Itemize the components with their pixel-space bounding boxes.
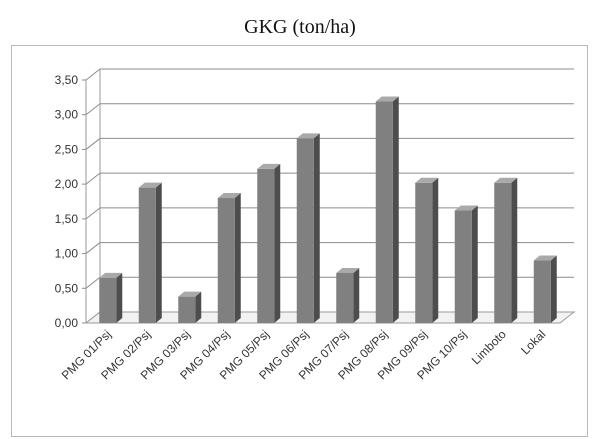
bar-top bbox=[217, 193, 241, 199]
bar bbox=[99, 272, 123, 323]
bar bbox=[454, 205, 478, 323]
bar bbox=[217, 193, 241, 323]
bar-side bbox=[195, 291, 202, 323]
bar-front bbox=[138, 187, 156, 323]
bar-top bbox=[99, 272, 123, 278]
chart-title: GKG (ton/ha) bbox=[244, 16, 356, 38]
bar-top bbox=[454, 205, 478, 211]
gridline-side bbox=[85, 103, 101, 116]
bar-front bbox=[217, 198, 235, 323]
y-tick-label: 2,50 bbox=[55, 142, 79, 156]
bar-front bbox=[99, 277, 117, 323]
bar-side bbox=[313, 133, 320, 323]
gridline-side bbox=[85, 276, 101, 289]
bar-top bbox=[375, 96, 399, 102]
bar bbox=[336, 268, 360, 323]
bar-side bbox=[432, 177, 439, 323]
y-tick-label: 3,50 bbox=[55, 73, 79, 87]
gridline-side bbox=[85, 242, 101, 254]
bar-side bbox=[116, 272, 123, 323]
bar-side bbox=[274, 163, 281, 323]
x-tick-label: Limboto bbox=[469, 327, 509, 367]
bar-top bbox=[178, 291, 202, 297]
bar-side bbox=[392, 96, 399, 323]
bar-top bbox=[336, 268, 360, 274]
bar-top bbox=[138, 182, 162, 188]
bar-front bbox=[178, 296, 196, 323]
bar-side bbox=[550, 255, 557, 323]
bar-top bbox=[257, 163, 281, 169]
bar-front bbox=[257, 168, 275, 323]
bars bbox=[99, 96, 557, 323]
bar bbox=[375, 96, 399, 323]
bar-top bbox=[296, 133, 320, 139]
bar-front bbox=[296, 138, 314, 323]
bar-top bbox=[533, 255, 557, 261]
y-tick-label: 0,00 bbox=[55, 316, 79, 330]
bar-side bbox=[234, 193, 241, 323]
y-tick-label: 1,50 bbox=[55, 212, 79, 226]
bar bbox=[178, 291, 202, 323]
bar-front bbox=[454, 210, 472, 323]
gridline-side bbox=[85, 207, 101, 220]
bar bbox=[296, 133, 320, 323]
x-tick-label: Lokal bbox=[518, 327, 548, 357]
bar-top bbox=[494, 177, 518, 183]
bar bbox=[415, 177, 439, 323]
y-tick-label: 1,00 bbox=[55, 247, 79, 261]
bar bbox=[533, 255, 557, 323]
y-tick-label: 3,00 bbox=[55, 108, 79, 122]
bar-side bbox=[353, 268, 360, 323]
bar bbox=[257, 163, 281, 323]
y-axis-ticks: 0,00 0,50 1,00 1,50 2,00 2,50 3,00 3,50 bbox=[55, 73, 79, 330]
chart-frame bbox=[11, 45, 588, 437]
bar-top bbox=[415, 177, 439, 183]
y-tick-label: 0,50 bbox=[55, 281, 79, 295]
bar bbox=[494, 177, 518, 323]
bar bbox=[138, 182, 162, 323]
chart-walls bbox=[84, 69, 576, 324]
gridline-side bbox=[85, 68, 101, 81]
gridline-side bbox=[85, 172, 101, 185]
bar-front bbox=[375, 101, 393, 323]
bar-side bbox=[511, 177, 518, 323]
bar-front bbox=[336, 273, 354, 323]
gridline-side bbox=[85, 138, 101, 150]
chart-floor bbox=[84, 311, 576, 324]
bar-side bbox=[155, 182, 162, 323]
bar-front bbox=[533, 260, 551, 323]
bar-front bbox=[415, 182, 433, 323]
bar-front bbox=[494, 182, 512, 323]
y-tick-label: 2,00 bbox=[55, 177, 79, 191]
bar-side bbox=[471, 205, 478, 323]
